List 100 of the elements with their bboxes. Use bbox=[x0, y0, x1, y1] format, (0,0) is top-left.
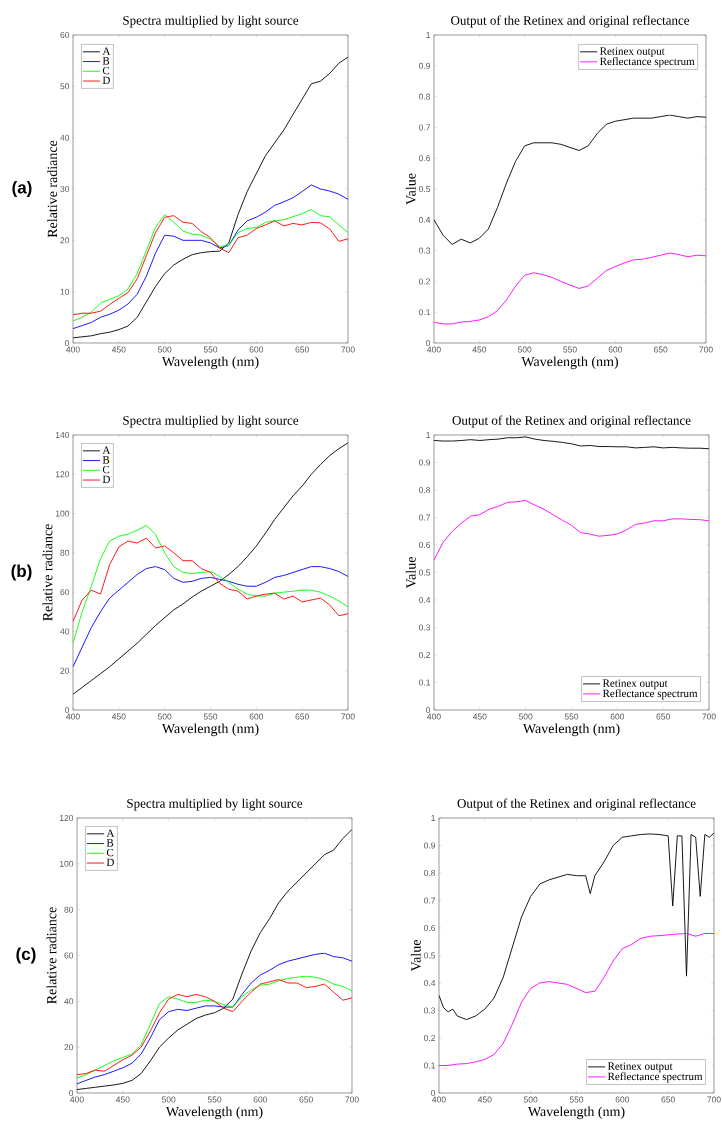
y-tick-label: 0.8 bbox=[418, 93, 431, 100]
y-tick-label: 1 bbox=[426, 32, 431, 38]
y-tick-label: 60 bbox=[60, 589, 70, 596]
x-tick-label: 500 bbox=[157, 346, 172, 353]
x-tick-label: 700 bbox=[341, 346, 355, 353]
y-tick-label: 0.6 bbox=[418, 541, 431, 548]
x-axis-title: Wavelength (nm) bbox=[161, 723, 259, 737]
y-tick-label: 80 bbox=[60, 549, 70, 556]
x-tick-label: 550 bbox=[203, 713, 218, 720]
x-axis-title: Wavelength (nm) bbox=[161, 356, 259, 370]
y-tick-label: 0.7 bbox=[418, 514, 431, 521]
y-tick-label: 0.2 bbox=[418, 278, 431, 285]
legend-label: Retinex output bbox=[599, 47, 665, 58]
x-tick-label: 500 bbox=[518, 713, 533, 720]
legend-label: C bbox=[102, 66, 110, 75]
y-tick-label: 0.3 bbox=[418, 624, 431, 631]
x-tick-label: 500 bbox=[523, 1096, 538, 1103]
y-tick-label: 0.3 bbox=[418, 247, 431, 254]
x-tick-label: 600 bbox=[610, 713, 625, 720]
y-tick-label: 100 bbox=[59, 860, 74, 867]
y-tick-label: 0.5 bbox=[418, 569, 431, 576]
y-tick-label: 140 bbox=[55, 431, 70, 438]
y-tick-label: 60 bbox=[64, 952, 74, 959]
x-tick-label: 700 bbox=[707, 1096, 721, 1103]
y-tick-label: 40 bbox=[64, 998, 74, 1005]
y-tick-label: 40 bbox=[60, 134, 70, 141]
y-tick-label: 0.5 bbox=[418, 185, 431, 192]
x-tick-label: 500 bbox=[161, 1096, 176, 1103]
x-tick-label: 700 bbox=[345, 1096, 359, 1103]
y-tick-label: 0.1 bbox=[423, 1062, 436, 1069]
x-tick-label: 600 bbox=[608, 346, 623, 353]
y-tick-label: 0.4 bbox=[418, 216, 431, 223]
x-tick-label: 700 bbox=[341, 713, 355, 720]
legend-label: C bbox=[106, 848, 114, 857]
y-tick-label: 30 bbox=[60, 185, 70, 192]
y-tick-label: 80 bbox=[64, 906, 74, 913]
y-axis-title: Value bbox=[405, 557, 416, 589]
text: (c) bbox=[16, 947, 36, 964]
y-tick-label: 0.1 bbox=[418, 309, 431, 316]
x-tick-label: 650 bbox=[299, 1096, 313, 1103]
legend-label: D bbox=[106, 858, 114, 866]
y-tick-label: 0 bbox=[426, 706, 431, 713]
chart-title: Output of the Retinex and original reflectance bbox=[452, 415, 691, 428]
x-tick-label: 500 bbox=[157, 713, 172, 720]
y-tick-label: 1 bbox=[431, 815, 436, 821]
x-tick-label: 400 bbox=[432, 1096, 446, 1103]
legend-label: A bbox=[106, 829, 115, 837]
x-tick-label: 450 bbox=[472, 713, 487, 720]
y-axis-title: Relative radiance bbox=[46, 907, 57, 1004]
y-tick-label: 0.2 bbox=[423, 1034, 436, 1041]
x-tick-label: 600 bbox=[253, 1096, 268, 1103]
y-axis-title: Relative radiance bbox=[42, 524, 53, 621]
y-tick-label: 0.1 bbox=[418, 679, 431, 686]
y-tick-label: 0.7 bbox=[423, 897, 436, 904]
y-tick-label: 0.7 bbox=[418, 124, 431, 131]
y-tick-label: 40 bbox=[60, 628, 70, 635]
x-tick-label: 550 bbox=[564, 713, 579, 720]
legend-label: B bbox=[102, 456, 110, 464]
x-tick-label: 650 bbox=[661, 1096, 675, 1103]
y-tick-label: 20 bbox=[60, 667, 70, 674]
legend-label: Reflectance spectrum bbox=[602, 689, 698, 700]
x-axis-title: Wavelength (nm) bbox=[165, 1106, 263, 1120]
y-tick-label: 0 bbox=[431, 1089, 436, 1096]
y-tick-label: 0.6 bbox=[418, 155, 431, 162]
y-tick-label: 0.3 bbox=[423, 1007, 436, 1014]
legend-label: B bbox=[102, 57, 110, 65]
x-axis-title: Wavelength (nm) bbox=[521, 356, 618, 370]
y-tick-label: 0.8 bbox=[423, 869, 436, 876]
y-tick-label: 0.2 bbox=[418, 651, 431, 658]
x-tick-label: 550 bbox=[563, 346, 577, 353]
x-tick-label: 550 bbox=[207, 1096, 222, 1103]
x-tick-label: 450 bbox=[472, 346, 487, 353]
legend-label: B bbox=[106, 839, 114, 847]
chart-title: Spectra multiplied by light source bbox=[123, 415, 299, 428]
legend-label: Retinex output bbox=[602, 679, 668, 690]
legend-label: D bbox=[102, 76, 110, 84]
y-tick-label: 0.5 bbox=[423, 952, 436, 959]
x-tick-label: 400 bbox=[66, 713, 80, 720]
legend-label: Reflectance spectrum bbox=[607, 1072, 703, 1083]
chart-title: Spectra multiplied by light source bbox=[123, 15, 299, 28]
y-tick-label: 0 bbox=[65, 706, 70, 713]
y-tick-label: 0.9 bbox=[423, 842, 436, 849]
y-tick-label: 0.9 bbox=[418, 62, 431, 69]
x-tick-label: 650 bbox=[295, 713, 309, 720]
legend-label: D bbox=[102, 475, 110, 483]
legend-label: A bbox=[102, 446, 111, 454]
y-tick-label: 60 bbox=[60, 31, 70, 38]
x-tick-label: 550 bbox=[203, 346, 218, 353]
y-tick-label: 120 bbox=[59, 814, 74, 821]
y-tick-label: 0.4 bbox=[418, 596, 431, 603]
x-tick-label: 700 bbox=[702, 713, 716, 720]
legend-label: C bbox=[102, 465, 110, 474]
y-axis-title: Value bbox=[405, 173, 416, 205]
y-tick-label: 50 bbox=[60, 83, 70, 90]
x-tick-label: 600 bbox=[249, 346, 264, 353]
x-tick-label: 450 bbox=[111, 346, 126, 353]
legend-label: Retinex output bbox=[607, 1062, 673, 1073]
x-tick-label: 650 bbox=[654, 346, 668, 353]
y-tick-label: 10 bbox=[60, 288, 70, 295]
y-tick-label: 20 bbox=[60, 237, 70, 244]
